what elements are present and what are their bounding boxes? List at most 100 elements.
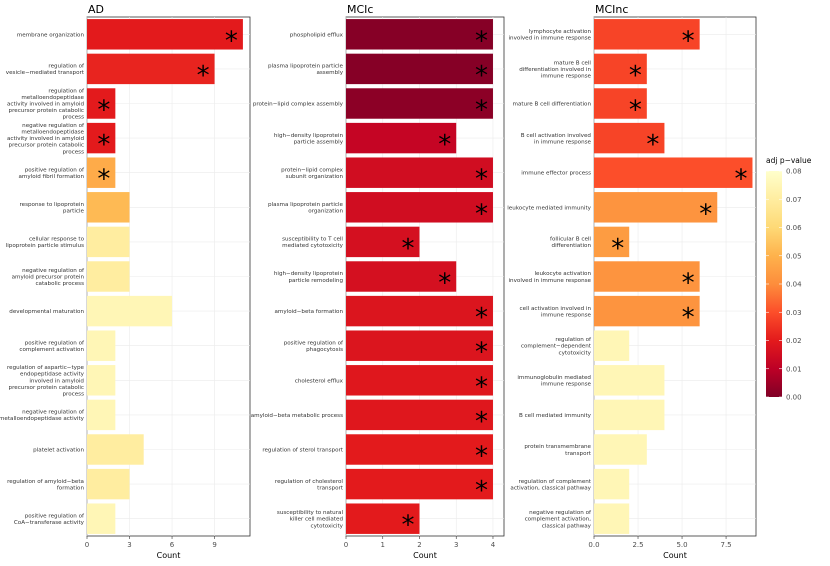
bar xyxy=(594,295,700,327)
significance-marker: * xyxy=(629,96,642,126)
significance-marker: * xyxy=(475,26,488,56)
significance-marker: * xyxy=(197,61,210,91)
panel-ad: * membrane organization * regulation of vesi… xyxy=(0,3,251,560)
bar xyxy=(346,261,457,292)
category-label: mature B cell differentiation xyxy=(513,102,592,108)
legend-tick-label: 0.05 xyxy=(786,252,802,260)
significance-marker: * xyxy=(475,303,488,333)
bar xyxy=(594,88,647,119)
category-label: immunoglobulin mediated immune response xyxy=(517,375,591,388)
bar xyxy=(87,399,116,431)
panel-title: MCIc xyxy=(347,3,373,16)
significance-marker: * xyxy=(682,269,695,299)
category-label: regulation of aspartic−type endopeptidase… xyxy=(7,365,85,397)
bar xyxy=(346,365,493,396)
bar xyxy=(87,88,116,119)
legend-tick-label: 0.04 xyxy=(786,281,802,289)
significance-marker: * xyxy=(734,165,747,195)
category-label: developmental maturation xyxy=(9,309,84,315)
bar xyxy=(87,226,130,258)
bar xyxy=(87,468,130,500)
bar xyxy=(594,434,647,465)
legend-tick-label: 0.08 xyxy=(786,168,802,176)
legend-tick-label: 0.01 xyxy=(786,365,802,373)
bar xyxy=(87,19,243,50)
category-label: regulation of cholesterol transport xyxy=(275,479,344,492)
significance-marker: * xyxy=(475,199,488,229)
x-tick-label: 3 xyxy=(454,541,458,549)
category-label: lymphocyte activation involved in immune … xyxy=(508,29,591,42)
significance-marker: * xyxy=(97,96,110,126)
category-label: negative regulation of amyloid precursor … xyxy=(12,268,85,287)
significance-marker: * xyxy=(629,61,642,91)
bar xyxy=(87,295,173,327)
panel-mcic: * phospholipid efflux * plasma lipoprotein … xyxy=(251,3,505,560)
panel-title: AD xyxy=(88,3,104,16)
significance-marker: * xyxy=(475,407,488,437)
category-label: protein transmembrane transport xyxy=(524,444,591,457)
category-label: high−density lipoprotein particle remodel… xyxy=(274,271,344,284)
legend-tick-label: 0.02 xyxy=(786,337,802,345)
x-tick-label: 0.0 xyxy=(588,541,599,549)
significance-marker: * xyxy=(682,303,695,333)
x-tick-label: 6 xyxy=(170,541,175,549)
category-label: negative regulation of complement activat… xyxy=(525,510,592,529)
significance-marker: * xyxy=(699,199,712,229)
category-label: platelet activation xyxy=(33,448,84,454)
category-label: regulation of vesicle−mediated transport xyxy=(6,64,85,77)
category-label: negative regulation of metalloendopeptida… xyxy=(7,123,85,155)
category-label: susceptibility to natural killer cell med… xyxy=(277,510,344,529)
category-label: cellular response to lipoprotein particle… xyxy=(6,237,85,250)
significance-marker: * xyxy=(438,269,451,299)
category-label: positive regulation of complement activat… xyxy=(19,340,85,353)
bar xyxy=(346,330,493,361)
bar xyxy=(346,468,493,500)
category-label: high−density lipoprotein particle assembl… xyxy=(274,133,344,146)
category-label: negative regulation of metalloendopeptida… xyxy=(0,410,85,423)
category-label: positive regulation of phagocytosis xyxy=(284,340,344,353)
bar xyxy=(594,122,665,154)
bar xyxy=(594,503,630,534)
category-label: regulation of complement activation, clas… xyxy=(510,479,591,492)
significance-marker: * xyxy=(97,165,110,195)
legend-tick-label: 0.00 xyxy=(786,394,802,402)
category-label: regulation of amyloid−beta formation xyxy=(7,479,84,492)
bar xyxy=(346,157,493,188)
significance-marker: * xyxy=(438,130,451,160)
bar xyxy=(346,503,420,534)
bar xyxy=(87,192,130,223)
category-label: B cell activation involved in immune resp… xyxy=(521,133,592,146)
category-label: leukocyte mediated immunity xyxy=(507,205,591,211)
significance-marker: * xyxy=(401,511,414,541)
bar xyxy=(594,468,630,500)
x-tick-label: 7.5 xyxy=(720,541,731,549)
color-legend: adj p−value 0.08 0.07 0.06 0.05 0.04 0.03 0.02 0… xyxy=(766,156,812,402)
x-axis-title: Count xyxy=(413,551,437,560)
significance-marker: * xyxy=(475,442,488,472)
category-label: B cell mediated immunity xyxy=(519,413,592,419)
bar xyxy=(594,226,630,258)
category-label: response to lipoprotein particle xyxy=(19,202,84,215)
category-label: phospholipid efflux xyxy=(290,32,344,38)
bar xyxy=(594,192,718,223)
bar xyxy=(87,122,116,154)
x-tick-label: 4 xyxy=(491,541,496,549)
significance-marker: * xyxy=(97,130,110,160)
significance-marker: * xyxy=(475,372,488,402)
bar xyxy=(346,88,493,119)
category-label: protein−lipid complex assembly xyxy=(253,102,344,108)
bar xyxy=(87,434,144,465)
x-tick-label: 1 xyxy=(381,541,385,549)
bar xyxy=(346,295,493,327)
bar xyxy=(346,192,493,223)
bar xyxy=(87,365,116,396)
x-tick-label: 9 xyxy=(212,541,216,549)
legend-tick-label: 0.07 xyxy=(786,196,802,204)
significance-marker: * xyxy=(225,26,238,56)
significance-marker: * xyxy=(646,130,659,160)
legend-tick-label: 0.03 xyxy=(786,309,802,317)
category-label: membrane organization xyxy=(17,32,85,38)
bar xyxy=(346,122,457,154)
bar xyxy=(346,53,493,85)
x-tick-label: 0 xyxy=(85,541,89,549)
